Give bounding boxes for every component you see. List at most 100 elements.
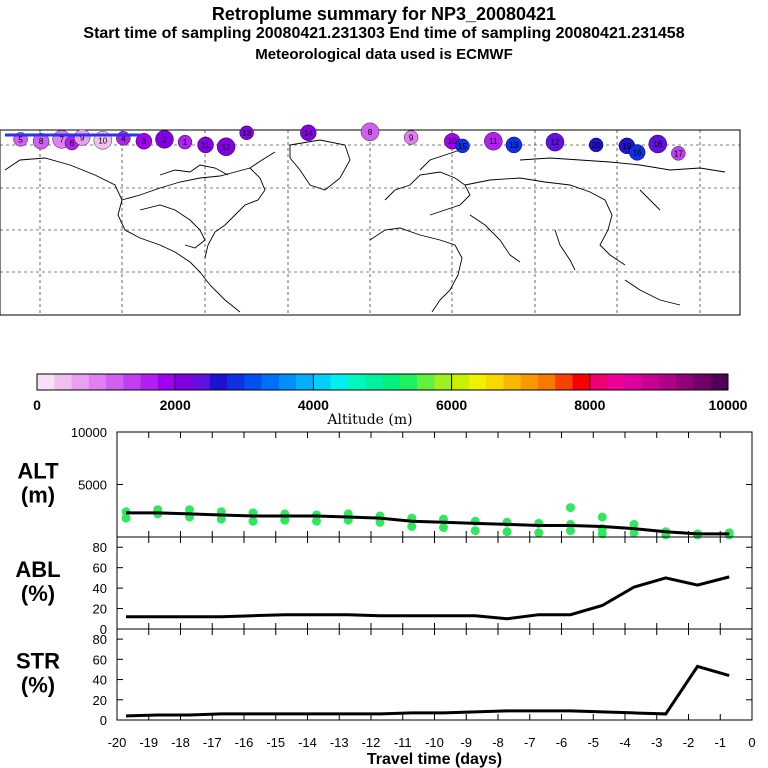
colorbar-swatch <box>503 374 522 390</box>
trajectory-cluster <box>177 134 193 150</box>
altitude-point <box>216 514 226 524</box>
cluster-label: 13 <box>242 129 251 138</box>
y-tick-label: 20 <box>93 693 107 708</box>
colorbar-swatch <box>296 374 314 390</box>
trajectory-cluster <box>545 132 565 152</box>
x-tick-label: -8 <box>492 735 504 750</box>
x-tick-label: -17 <box>203 735 222 750</box>
trajectory-cluster <box>588 137 604 153</box>
alt-series-line <box>126 511 730 536</box>
str-series-line <box>125 664 730 718</box>
altitude-point <box>439 523 448 533</box>
colorbar-swatch <box>607 374 625 390</box>
altitude-point <box>248 516 258 526</box>
x-tick-label: -18 <box>171 735 190 750</box>
cluster-label: 18 <box>653 140 662 149</box>
colorbar-swatch <box>37 374 55 390</box>
altitude-point <box>597 529 607 539</box>
cluster-label: 15 <box>458 142 467 151</box>
x-tick-label: -10 <box>425 735 444 750</box>
colorbar-swatch <box>123 374 142 390</box>
y-tick-label: 5000 <box>78 478 107 493</box>
str-panel-frame <box>116 628 753 721</box>
colorbar-swatch <box>209 374 228 390</box>
colorbar-tick-label: 2000 <box>160 397 191 413</box>
x-tick-label: -13 <box>330 735 349 750</box>
alt-axis-label: ALT <box>17 459 59 484</box>
cluster-label: 10 <box>448 137 457 146</box>
sampling-times: Start time of sampling 20080421.231303 E… <box>83 25 685 42</box>
cluster-label: 14 <box>304 129 313 138</box>
colorbar-tick-label: 4000 <box>298 397 329 413</box>
colorbar-swatch <box>71 374 90 390</box>
x-tick-label: -16 <box>235 735 254 750</box>
colorbar-swatch <box>572 374 591 390</box>
colorbar-swatch <box>434 374 453 390</box>
cluster-label: 3 <box>142 137 147 146</box>
colorbar-swatch <box>555 374 574 390</box>
colorbar-swatch <box>589 374 608 390</box>
trajectory-cluster <box>135 132 153 150</box>
cluster-label: 16 <box>633 148 642 157</box>
alt-axis-label: (m) <box>21 483 55 508</box>
trajectory-cluster <box>32 132 50 150</box>
colorbar-swatch <box>140 374 159 390</box>
x-axis-label: Travel time (days) <box>367 751 502 768</box>
x-tick-label: -20 <box>108 735 127 750</box>
cluster-label: 19 <box>622 142 631 151</box>
colorbar-swatch <box>641 374 660 390</box>
trajectory-cluster <box>484 131 503 151</box>
x-tick-label: -15 <box>266 735 285 750</box>
cluster-label: 11 <box>201 141 210 150</box>
colorbar-swatch <box>313 374 332 390</box>
y-tick-label: 0 <box>100 622 107 637</box>
colorbar-swatch <box>330 374 349 390</box>
met-data-note: Meteorological data used is ECMWF <box>255 46 513 63</box>
str-axis-label: (%) <box>21 673 55 698</box>
altitude-point <box>185 505 194 515</box>
colorbar-tick-label: 6000 <box>436 397 467 413</box>
altitude-point <box>502 527 512 537</box>
trajectory-cluster <box>360 122 380 142</box>
colorbar-swatch <box>399 374 418 390</box>
colorbar-swatch <box>192 374 211 390</box>
trajectory-cluster <box>74 129 91 146</box>
altitude-point <box>312 516 321 526</box>
y-tick-label: 40 <box>93 581 107 596</box>
colorbar-swatch <box>227 374 245 390</box>
abl-axis-label: ABL <box>15 557 60 582</box>
colorbar-swatch <box>157 374 176 390</box>
altitude-point <box>280 515 290 525</box>
altitude-point <box>470 526 480 536</box>
cluster-label: 12 <box>222 143 231 152</box>
altitude-colorbar <box>36 373 729 391</box>
altitude-point <box>629 528 639 538</box>
altitude-point <box>566 526 575 536</box>
colorbar-swatch <box>365 374 383 390</box>
cluster-label: 17 <box>674 149 683 158</box>
cluster-label: 9 <box>80 133 85 142</box>
colorbar-tick-label: 0 <box>33 397 41 413</box>
cluster-label: 5 <box>18 135 23 144</box>
colorbar-swatch <box>278 374 297 390</box>
cluster-label: 20 <box>592 141 601 150</box>
chart-title: Retroplume summary for NP3_20080421 <box>211 4 557 24</box>
abl-axis-label: (%) <box>21 581 55 606</box>
colorbar-swatch <box>417 374 435 390</box>
str-axis-label: STR <box>16 649 60 674</box>
y-tick-label: 80 <box>93 632 107 647</box>
x-tick-label: -1 <box>714 735 726 750</box>
altitude-point <box>534 528 544 538</box>
cluster-label: 7 <box>59 135 64 144</box>
colorbar-swatch <box>520 374 539 390</box>
trajectory-cluster <box>505 136 523 154</box>
cluster-label: 10 <box>98 136 107 145</box>
x-tick-label: -5 <box>587 735 599 750</box>
altitude-point <box>597 512 607 522</box>
colorbar-swatch <box>451 374 470 390</box>
colorbar-swatch <box>347 374 366 390</box>
x-tick-label: 0 <box>748 735 755 750</box>
trajectory-cluster <box>403 130 419 145</box>
colorbar-swatch <box>537 374 556 390</box>
